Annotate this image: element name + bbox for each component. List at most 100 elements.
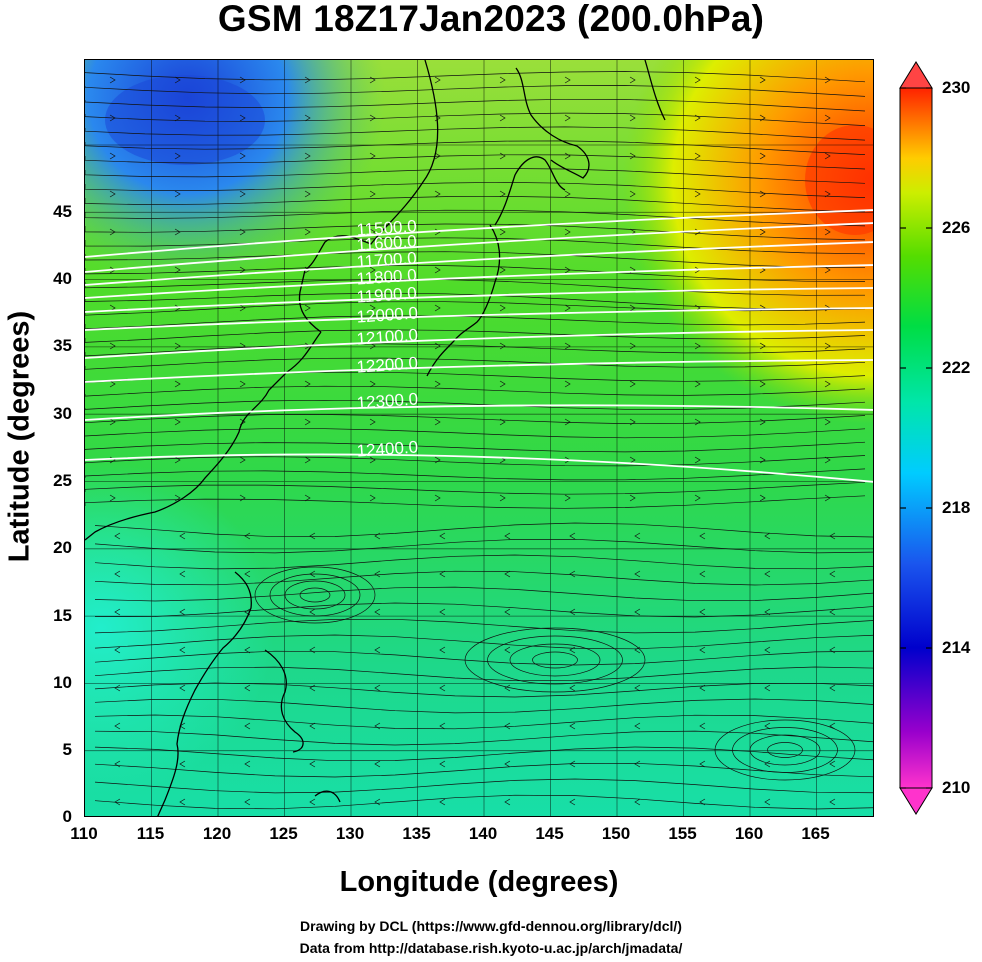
- x-tick-label: 135: [402, 824, 431, 843]
- grid-lines: [85, 60, 873, 816]
- contour-label: 12000.0: [356, 303, 419, 326]
- streamline-arrow: [699, 646, 706, 654]
- streamline: [85, 481, 866, 495]
- streamline-arrow: [304, 190, 311, 198]
- y-tick-label: 10: [53, 673, 72, 692]
- streamline: [85, 441, 866, 453]
- field-cold-region: [85, 60, 873, 816]
- height-contour: [85, 264, 873, 299]
- streamline-arrow: [694, 228, 701, 236]
- streamline: [85, 140, 866, 155]
- streamline-arrow: [629, 304, 636, 312]
- streamline-arrow: [499, 152, 506, 160]
- streamline-arrow: [629, 380, 636, 388]
- x-tick-label: 145: [535, 824, 564, 843]
- streamline-arrow: [174, 228, 181, 236]
- streamline-arrow: [499, 76, 506, 84]
- streamline-arrow: [499, 418, 506, 426]
- streamline-arrow: [244, 646, 251, 654]
- streamline-arrow: [829, 684, 836, 692]
- y-tick-label: 15: [53, 606, 72, 625]
- streamline-arrow: [569, 646, 576, 654]
- field-map-svg: 11500.011600.011700.011800.011900.012000…: [85, 60, 873, 816]
- streamline-arrow: [239, 76, 246, 84]
- streamline: [94, 602, 873, 618]
- streamline-arrow: [699, 608, 706, 616]
- streamline-arrow: [114, 798, 121, 806]
- streamline: [532, 651, 578, 669]
- streamline-arrow: [304, 418, 311, 426]
- streamline-arrow: [434, 304, 441, 312]
- streamline-arrow: [374, 798, 381, 806]
- credit-drawing: Drawing by DCL (https://www.gfd-dennou.o…: [300, 918, 682, 934]
- streamline-arrow: [764, 798, 771, 806]
- streamline-arrow: [239, 380, 246, 388]
- streamline: [85, 399, 866, 410]
- streamline: [254, 566, 376, 624]
- streamline-arrow: [309, 570, 316, 578]
- streamline-arrow: [699, 532, 706, 540]
- streamline-arrow: [564, 228, 571, 236]
- streamline-arrow: [374, 646, 381, 654]
- streamline-arrow: [374, 684, 381, 692]
- streamline-arrow: [174, 342, 181, 350]
- streamline-arrow: [179, 684, 186, 692]
- streamline-arrow: [694, 456, 701, 464]
- height-contours: [85, 209, 873, 483]
- map-plot-area: 11500.0 11600.0 11700.0 11800.0 11900.0 12000…: [84, 59, 874, 817]
- streamline-arrow: [699, 798, 706, 806]
- streamline: [85, 168, 866, 184]
- y-tick-label: 0: [62, 807, 72, 826]
- colorbar-tick-marks: [900, 87, 932, 789]
- streamline-arrow: [434, 456, 441, 464]
- contour-label: 11800.0: [356, 265, 417, 288]
- streamline-arrow: [504, 722, 511, 730]
- streamline-arrow: [109, 190, 116, 198]
- streamline-arrow: [244, 722, 251, 730]
- streamline-arrow: [439, 722, 446, 730]
- colorbar-tick-label: 218: [942, 498, 971, 517]
- streamline-arrow: [824, 266, 831, 274]
- streamline-arrow: [374, 570, 381, 578]
- streamlines: [85, 71, 873, 810]
- streamline-arrow: [699, 684, 706, 692]
- streamline: [85, 237, 866, 255]
- streamline-arrow: [564, 342, 571, 350]
- coastlines: [85, 60, 666, 816]
- streamline-arrow: [239, 228, 246, 236]
- x-tick-label: 140: [468, 824, 498, 843]
- streamline-arrow: [569, 570, 576, 578]
- streamline: [85, 126, 866, 141]
- streamline: [94, 554, 873, 570]
- streamline-arrow: [824, 228, 831, 236]
- x-tick-label: 150: [601, 824, 631, 843]
- streamline-arrow: [764, 760, 771, 768]
- x-tick-label: 125: [269, 824, 298, 843]
- streamline: [487, 635, 623, 685]
- y-tick-label: 35: [53, 336, 72, 355]
- streamline-arrow: [114, 608, 121, 616]
- streamline-arrow: [824, 190, 831, 198]
- streamline-arrow: [824, 380, 831, 388]
- streamline-arrow: [109, 418, 116, 426]
- streamline-arrow: [759, 494, 766, 502]
- streamline: [749, 734, 821, 766]
- streamline-arrow: [439, 646, 446, 654]
- colorbar-tick-label: 230: [942, 78, 971, 97]
- streamline-arrow: [114, 684, 121, 692]
- streamline-arrow: [374, 608, 381, 616]
- streamline-arrow: [174, 494, 181, 502]
- streamline-arrow: [439, 684, 446, 692]
- x-tick-label: 160: [734, 824, 764, 843]
- x-tick-label: 165: [801, 824, 830, 843]
- streamline-arrow: [824, 114, 831, 122]
- streamline-arrow: [109, 342, 116, 350]
- streamline-arrow: [564, 494, 571, 502]
- contour-label: 12300.0: [356, 389, 419, 412]
- height-contour: [85, 404, 873, 421]
- streamline-arrow: [304, 494, 311, 502]
- height-contour: [85, 222, 873, 273]
- streamline-arrow: [244, 760, 251, 768]
- streamline-arrow: [239, 190, 246, 198]
- streamline: [85, 414, 866, 424]
